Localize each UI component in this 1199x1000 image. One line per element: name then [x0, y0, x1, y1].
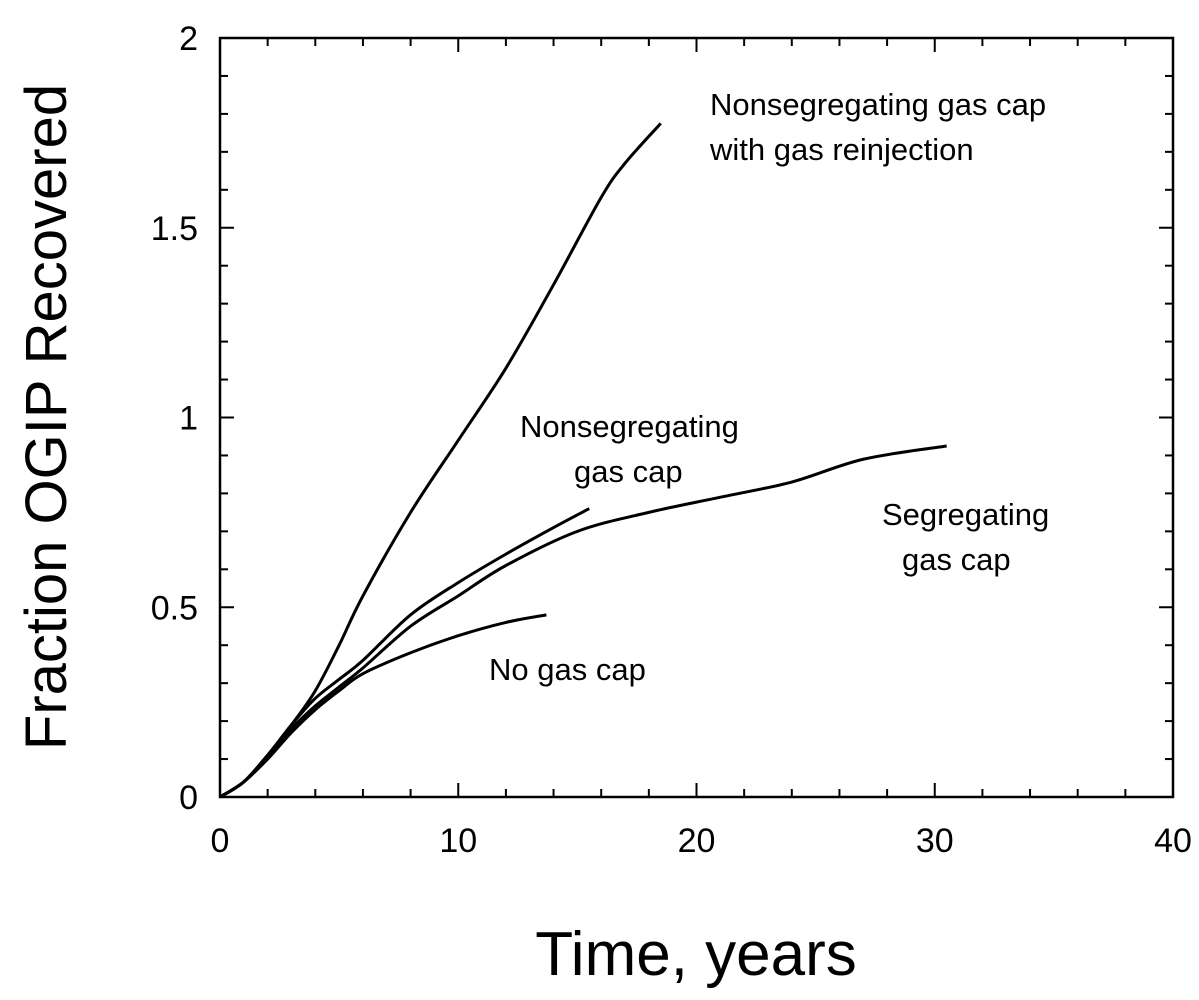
y-tick-label: 0.5: [151, 589, 198, 627]
y-tick-label: 2: [179, 20, 198, 58]
x-tick-label: 40: [1154, 822, 1192, 860]
x-tick-label: 20: [678, 822, 716, 860]
series-line-1: [219, 444, 947, 799]
label-reinjection-1: Nonsegregating gas cap: [710, 87, 1046, 122]
label-reinjection-2: with gas reinjection: [709, 132, 974, 167]
series-line-0: [219, 613, 547, 799]
label-nonsegregating-1: Nonsegregating: [520, 409, 739, 444]
y-tick-label: 1.5: [151, 210, 198, 248]
y-tick-label: 1: [179, 400, 198, 438]
label-segregating-1: Segregating: [882, 497, 1049, 532]
label-nonsegregating-2: gas cap: [574, 454, 683, 489]
x-tick-label: 0: [211, 822, 230, 860]
x-axis-label: Time, years: [535, 920, 857, 989]
series-line-3: [219, 122, 662, 799]
label-segregating-2: gas cap: [902, 542, 1011, 577]
x-tick-label: 30: [916, 822, 954, 860]
x-tick-label: 10: [439, 822, 477, 860]
label-no-gas-cap: No gas cap: [489, 652, 646, 687]
y-tick-label: 0: [179, 779, 198, 817]
y-axis-label: Fraction OGIP Recovered: [14, 84, 79, 750]
